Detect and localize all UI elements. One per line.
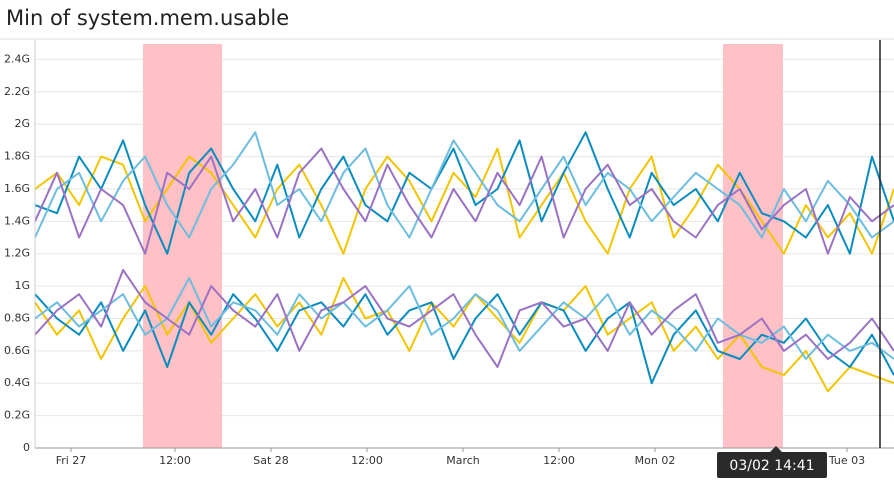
y-tick-label: 1.4G (4, 214, 30, 227)
x-tick-label: Mon 02 (635, 454, 676, 467)
y-tick-label: 2G (14, 117, 30, 130)
y-tick-label: 0.6G (4, 344, 30, 357)
y-tick-label: 0.8G (4, 311, 30, 324)
series-line (34, 268, 894, 368)
y-tick-label: 1.2G (4, 247, 30, 260)
chart-title: Min of system.mem.usable (6, 6, 289, 30)
x-tick-label: 12:00 (159, 454, 191, 467)
series-line (34, 131, 894, 239)
y-tick-label: 1.6G (4, 182, 30, 195)
series-line (34, 147, 894, 255)
x-labels: Fri 27 12:00 Sat 28 12:00 March 12:00 Mon 02 Tu… (56, 448, 865, 467)
y-tick-label: 2.4G (4, 52, 30, 65)
x-tick-label: Tue 03 (828, 454, 865, 467)
tooltip-box (717, 452, 827, 478)
x-tick-label: Sat 28 (253, 454, 289, 467)
alert-band (723, 44, 783, 448)
x-tick-label: 12:00 (543, 454, 575, 467)
series-line (34, 277, 894, 360)
tooltip-text: 03/02 14:41 (729, 458, 814, 474)
series-line (34, 131, 894, 255)
series-line (34, 293, 894, 385)
x-tick-label: Fri 27 (56, 454, 87, 467)
alert-band (143, 44, 222, 448)
y-tick-label: 1.8G (4, 150, 30, 163)
y-tick-label: 2.2G (4, 85, 30, 98)
series-line (34, 147, 894, 255)
y-tick-label: 0 (23, 441, 30, 454)
x-tick-label: 12:00 (351, 454, 383, 467)
tooltip-arrow (770, 446, 782, 452)
y-tick-label: 0.2G (4, 409, 30, 422)
lines (34, 131, 894, 393)
y-tick-label: 0.4G (4, 376, 30, 389)
x-tick-label: March (446, 454, 480, 467)
y-tick-label: 1G (14, 279, 30, 292)
series-line (34, 277, 894, 393)
